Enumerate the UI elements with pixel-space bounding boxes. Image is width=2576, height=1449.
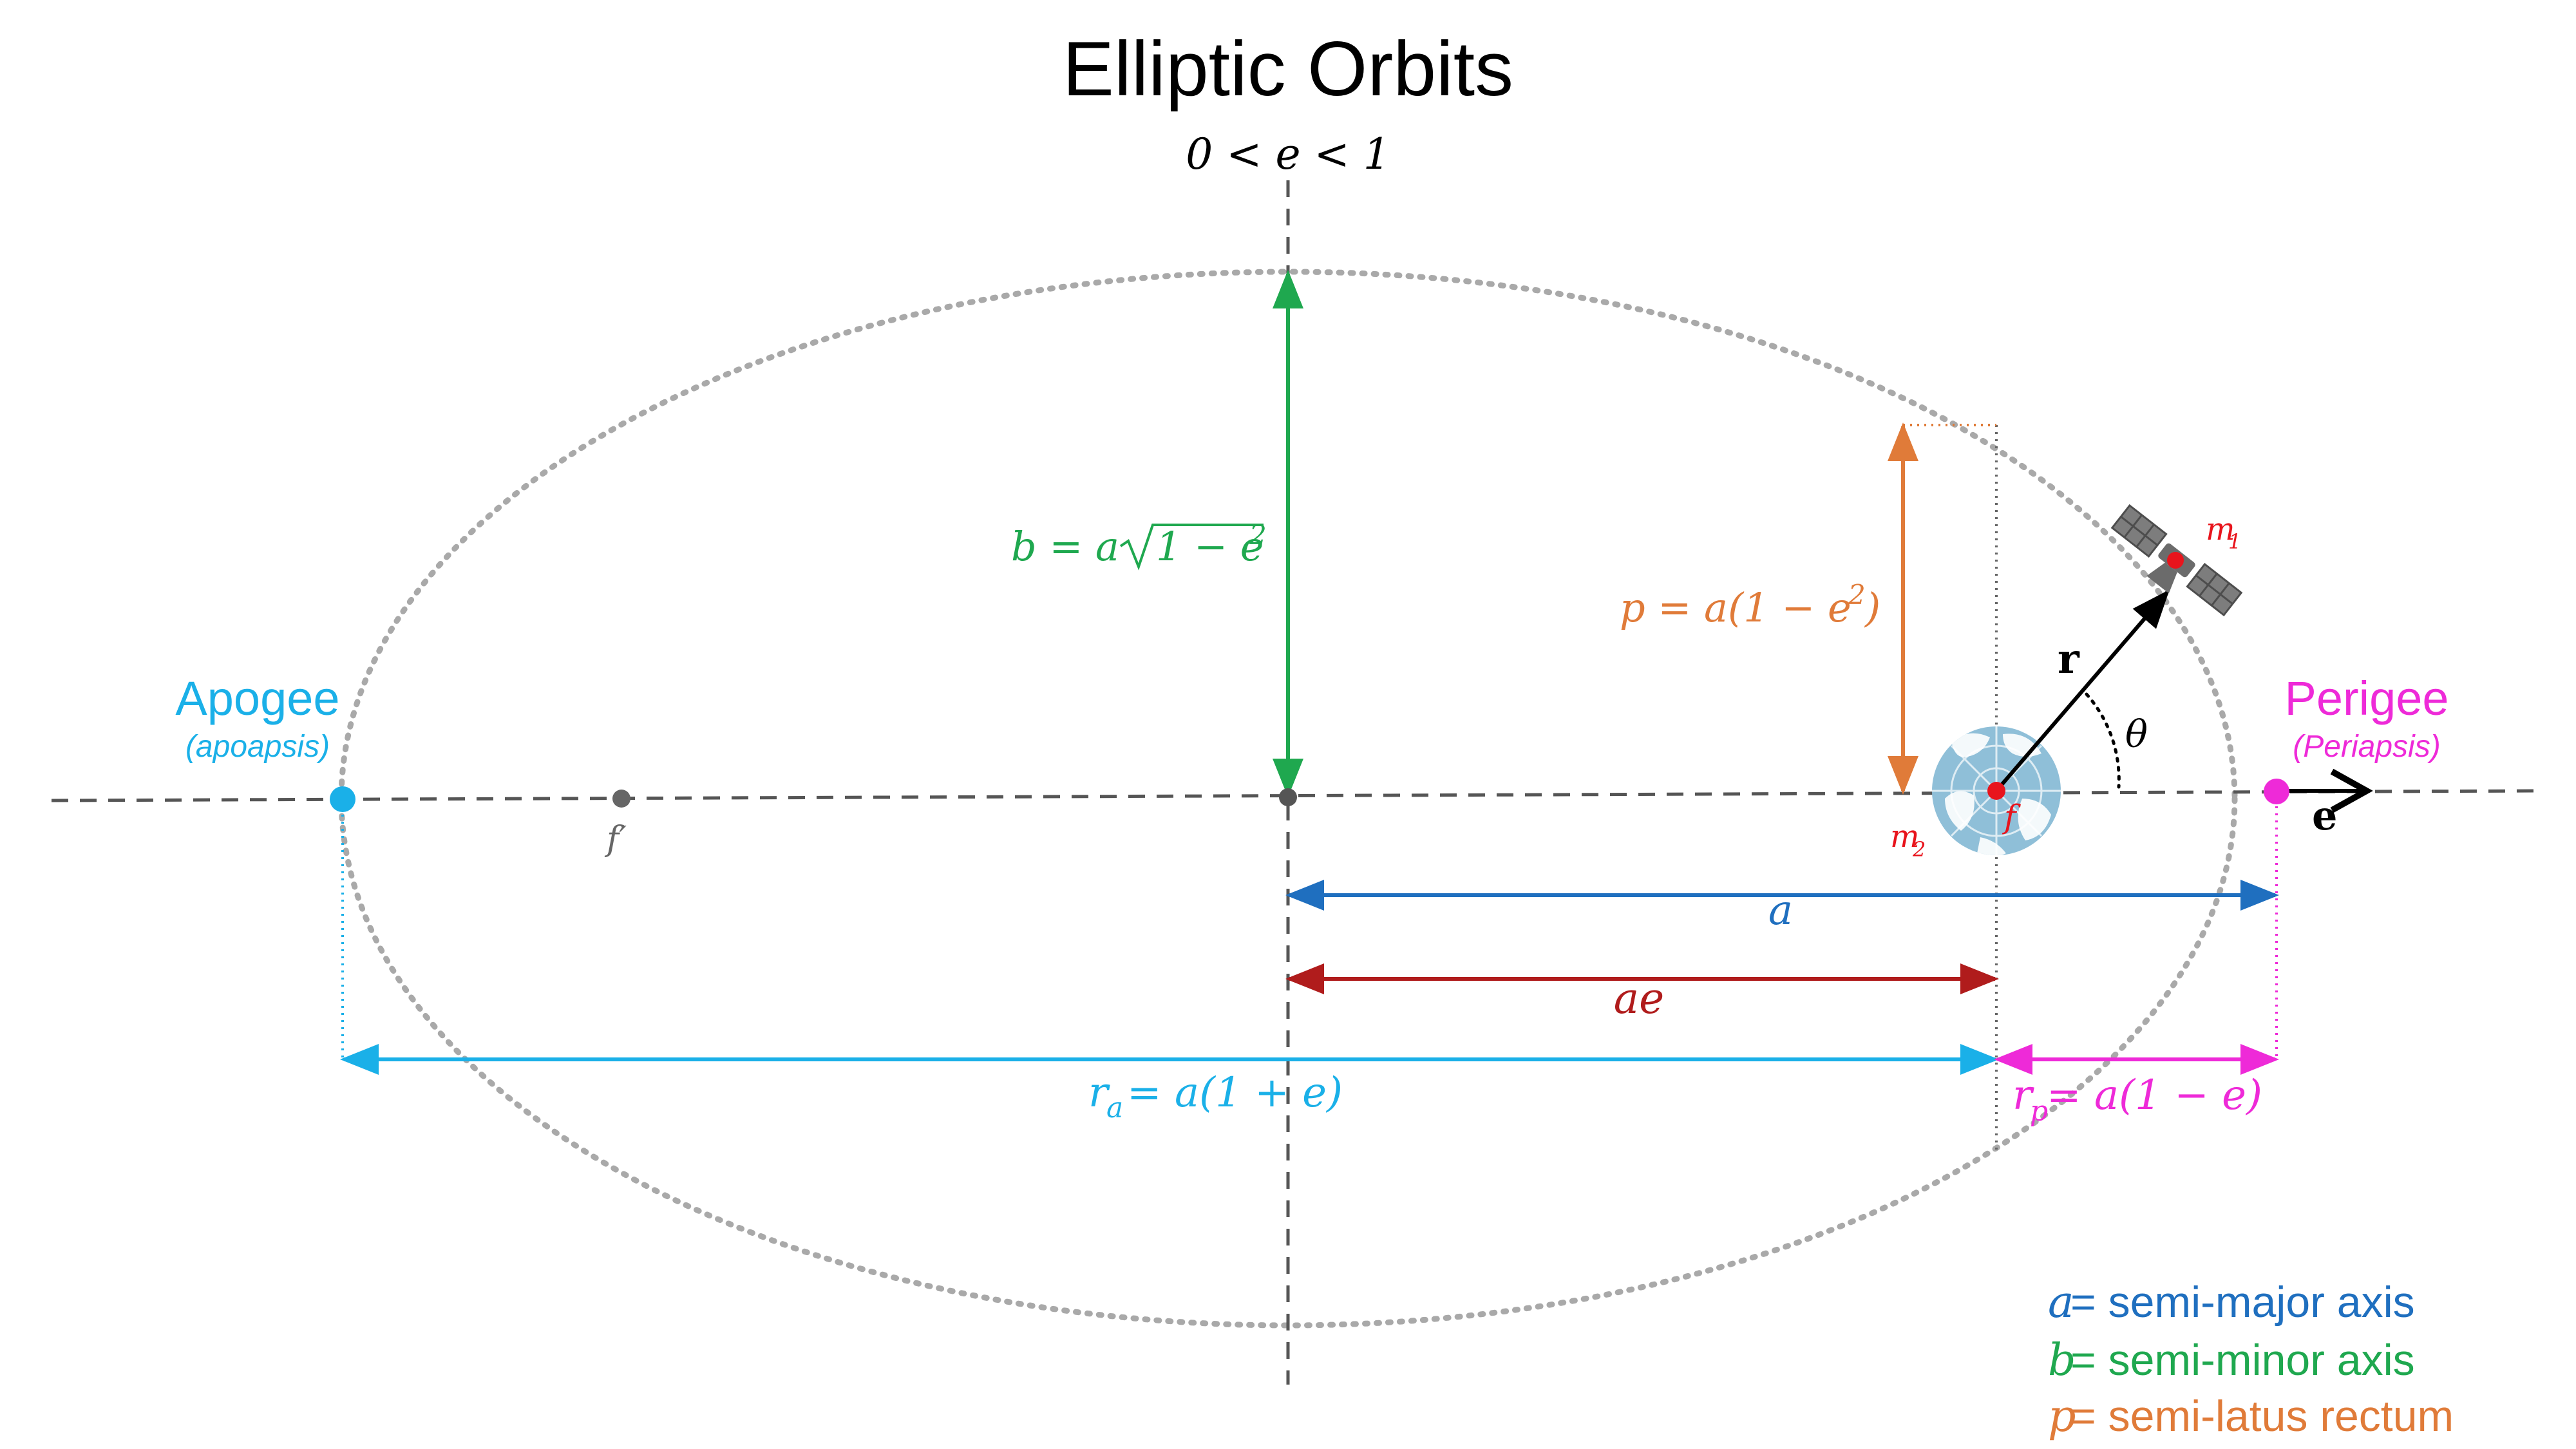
ae-label: ae xyxy=(1614,974,1664,1023)
theta-arc xyxy=(2085,692,2121,789)
b-formula-root: 1 − e xyxy=(1156,523,1264,570)
svg-text:1: 1 xyxy=(2228,529,2241,554)
legend-item-semi-major: a = semi-major axis xyxy=(2048,1277,2415,1328)
center-point xyxy=(1279,788,1297,806)
p-formula-sup: 2 xyxy=(1848,579,1866,611)
m1-label: m 1 xyxy=(2206,511,2241,554)
apogee-label: Apogee xyxy=(175,672,339,725)
p-formula-main: p = a(1 − e xyxy=(1620,584,1852,631)
svg-text:m: m xyxy=(2206,511,2235,547)
semi-latus-formula: p = a(1 − e 2 ) xyxy=(1620,579,1880,631)
rp-r: r xyxy=(2012,1072,2034,1119)
perigee-point xyxy=(2264,779,2289,804)
eccentricity-range: 0 < e < 1 xyxy=(1186,129,1390,179)
rp-sub: p xyxy=(2030,1095,2048,1128)
legend-text: = semi-minor axis xyxy=(2070,1336,2415,1385)
e-vector-label: e xyxy=(2312,792,2337,839)
focus-point xyxy=(1987,782,2005,800)
major-axis-line xyxy=(51,789,2544,802)
legend-text: = semi-major axis xyxy=(2070,1278,2415,1327)
theta-label: θ xyxy=(2125,712,2148,756)
legend-symbol: p xyxy=(2048,1391,2076,1442)
rp-rest: = a(1 − e) xyxy=(2047,1072,2262,1119)
legend-symbol: a xyxy=(2048,1277,2074,1328)
perigee-label: Perigee xyxy=(2284,672,2448,725)
p-formula-close: ) xyxy=(1864,584,1880,631)
legend-symbol: b xyxy=(2048,1335,2076,1386)
page-title: Elliptic Orbits xyxy=(1063,26,1513,112)
sqrt-sign xyxy=(1119,524,1264,571)
legend: a = semi-major axis b = semi-minor axis … xyxy=(2048,1277,2454,1442)
b-formula-lhs: b = a xyxy=(1011,523,1119,570)
legend-text: = semi-latus rectum xyxy=(2070,1392,2454,1441)
svg-text:m: m xyxy=(1890,819,1920,855)
semi-major-label: a xyxy=(1768,887,1793,934)
apoapsis-label: (apoapsis) xyxy=(185,730,330,764)
periapsis-label: (Periapsis) xyxy=(2293,730,2440,764)
r-vector-arrow xyxy=(1994,589,2170,792)
ra-formula: r a = a(1 + e) xyxy=(1088,1069,1343,1124)
apogee-point xyxy=(330,786,355,812)
svg-text:2: 2 xyxy=(1912,837,1926,862)
ra-sub: a xyxy=(1106,1092,1123,1124)
r-vector-label: r xyxy=(2058,635,2080,683)
rp-formula: r p = a(1 − e) xyxy=(2012,1072,2262,1128)
legend-item-semi-latus: p = semi-latus rectum xyxy=(2048,1391,2454,1442)
satellite-icon xyxy=(2110,504,2243,617)
m2-label: m 2 xyxy=(1890,819,1926,862)
semi-minor-formula: b = a 1 − e 2 xyxy=(1011,519,1267,571)
ra-rest: = a(1 + e) xyxy=(1127,1069,1343,1117)
b-formula-sup: 2 xyxy=(1249,519,1267,551)
empty-focus-label: f′ xyxy=(604,820,627,858)
satellite-point xyxy=(2167,552,2184,569)
empty-focus-point xyxy=(612,790,630,808)
legend-item-semi-minor: b = semi-minor axis xyxy=(2048,1335,2415,1386)
ra-r: r xyxy=(1088,1069,1110,1117)
